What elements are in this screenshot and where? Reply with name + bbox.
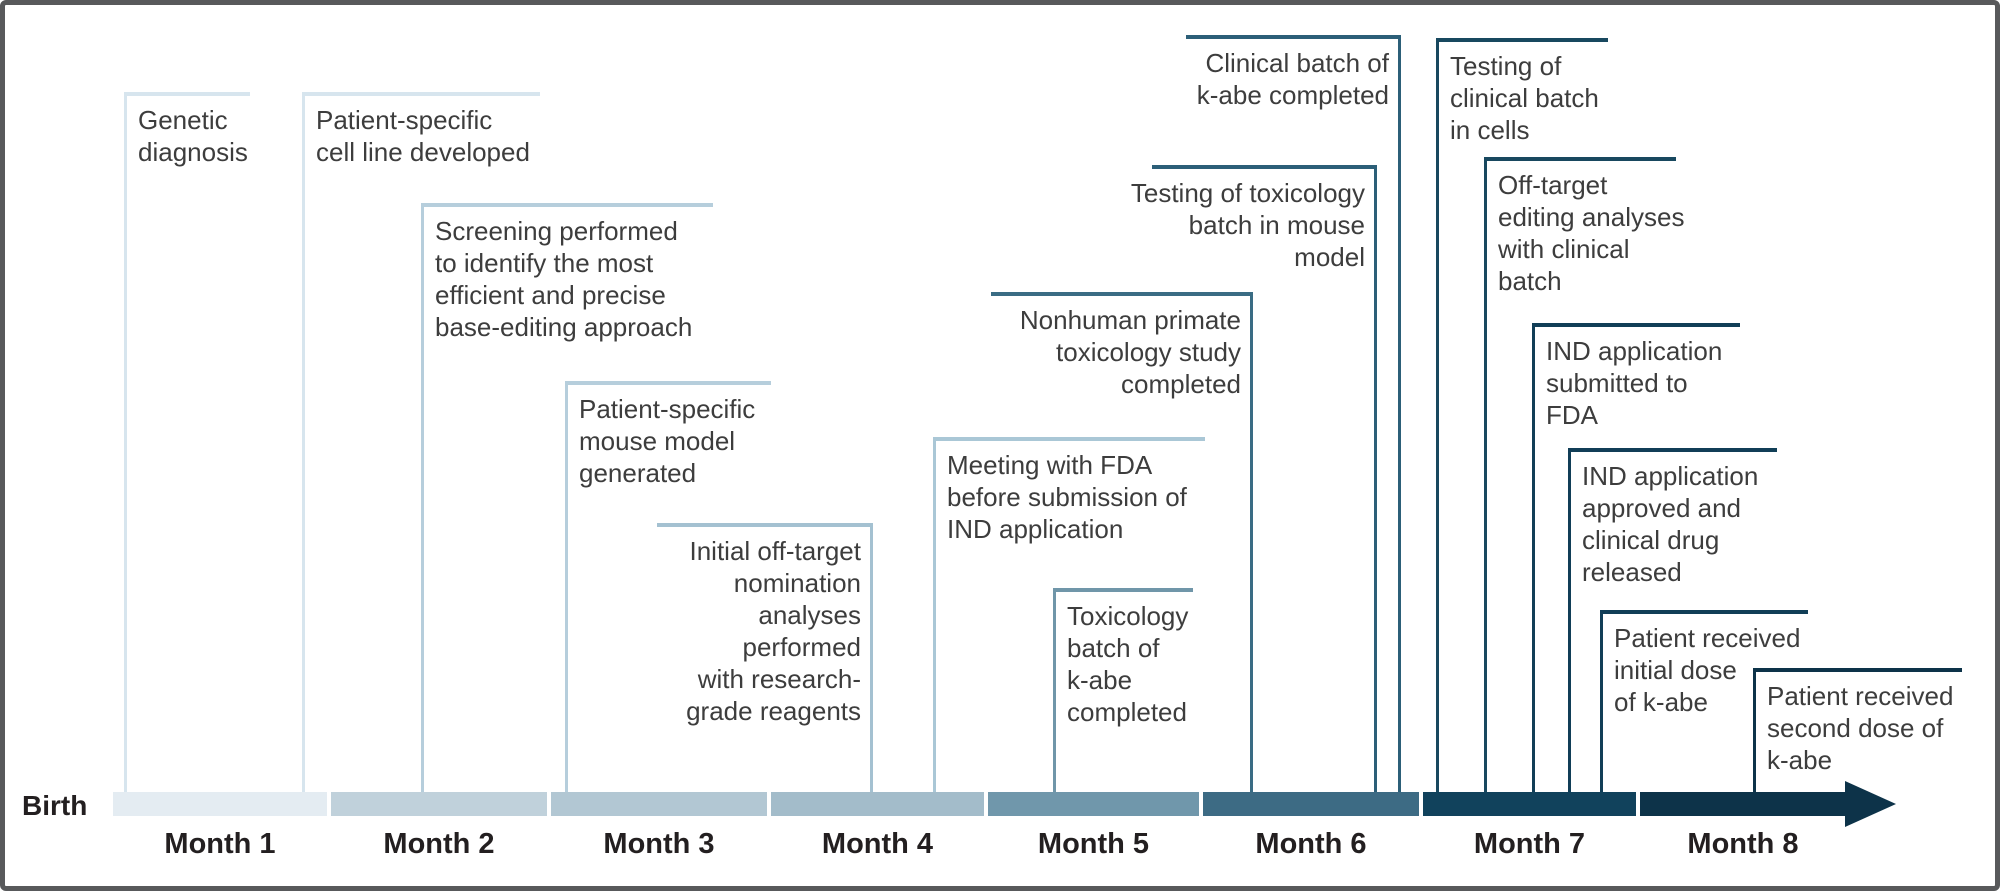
milestone-label: Genetic diagnosis	[138, 105, 248, 167]
milestone-label: Patient-specific cell line developed	[316, 105, 530, 167]
milestone-label: Patient received second dose of k-abe	[1767, 681, 1954, 775]
month-label: Month 3	[603, 828, 715, 860]
month-label: Month 7	[1473, 828, 1586, 860]
month-segment	[113, 792, 327, 816]
timeline-arrowhead-icon	[1845, 781, 1896, 827]
milestone-tick	[1186, 35, 1401, 39]
birth-label: Birth	[22, 790, 88, 821]
milestone-label: Initial off-target nomination analyses perf…	[686, 536, 861, 726]
milestone-label: Clinical batch of k-abe completed	[1196, 48, 1389, 110]
milestone-stem	[1398, 35, 1401, 792]
milestone-stem	[870, 523, 873, 792]
milestone-stem	[421, 203, 424, 792]
milestone-tick	[933, 437, 1205, 441]
month-label: Month 2	[383, 828, 495, 860]
milestone-stem	[1250, 292, 1253, 792]
milestone-stem	[1484, 157, 1487, 792]
milestone-label: Meeting with FDA before submission of IND …	[947, 450, 1187, 544]
month-label: Month 4	[821, 828, 934, 860]
milestone-label: Patient received initial dose of k-abe	[1614, 623, 1801, 717]
milestone-tick	[1568, 448, 1777, 452]
milestone-tick	[991, 292, 1253, 296]
milestone-stem	[1374, 165, 1377, 792]
milestone-tick	[1484, 157, 1676, 161]
milestone-tick	[1053, 588, 1193, 592]
month-label: Month 6	[1255, 828, 1367, 860]
month-segment	[1640, 792, 1846, 816]
milestone-label: Testing of clinical batch in cells	[1450, 51, 1599, 145]
milestone-label: Toxicology batch of k-abe completed	[1067, 601, 1189, 727]
milestone-label: IND application approved and clinical drug…	[1582, 461, 1759, 587]
milestone-tick	[1753, 668, 1962, 672]
milestone-tick	[657, 523, 873, 527]
milestone-tick	[565, 381, 771, 385]
milestone-tick	[1436, 38, 1608, 42]
month-segment	[1203, 792, 1419, 816]
milestone-label: Screening performed to identify the most e…	[435, 216, 693, 342]
milestone-tick	[302, 92, 540, 96]
month-segment	[551, 792, 767, 816]
milestone-label: Nonhuman primate toxicology study complete…	[1019, 305, 1241, 399]
month-label: Month 8	[1687, 828, 1799, 860]
milestone-stem	[302, 92, 305, 792]
milestone-stem	[124, 92, 127, 792]
milestone-stem	[933, 437, 936, 792]
month-label: Month 5	[1037, 828, 1150, 860]
milestone-tick	[421, 203, 713, 207]
milestone-tick	[1152, 165, 1377, 169]
month-segment	[988, 792, 1199, 816]
month-label: Month 1	[164, 828, 276, 860]
milestone-stem	[1053, 588, 1056, 792]
milestone-label: Off-target editing analyses with clinical b…	[1498, 170, 1685, 296]
month-segment	[331, 792, 547, 816]
milestone-stem	[1600, 610, 1603, 792]
milestone-stem	[1568, 448, 1571, 792]
milestone-stem	[565, 381, 568, 792]
milestone-stem	[1532, 323, 1535, 792]
milestone-stem	[1753, 668, 1756, 792]
milestone-tick	[1600, 610, 1808, 614]
milestone-label: Patient-specific mouse model generated	[579, 394, 756, 488]
month-segment	[771, 792, 984, 816]
milestone-tick	[1532, 323, 1740, 327]
milestone-label: Testing of toxicology batch in mouse model	[1130, 178, 1365, 272]
milestone-tick	[124, 92, 250, 96]
milestone-stem	[1436, 38, 1439, 792]
month-segment	[1423, 792, 1636, 816]
milestone-label: IND application submitted to FDA	[1546, 336, 1723, 430]
